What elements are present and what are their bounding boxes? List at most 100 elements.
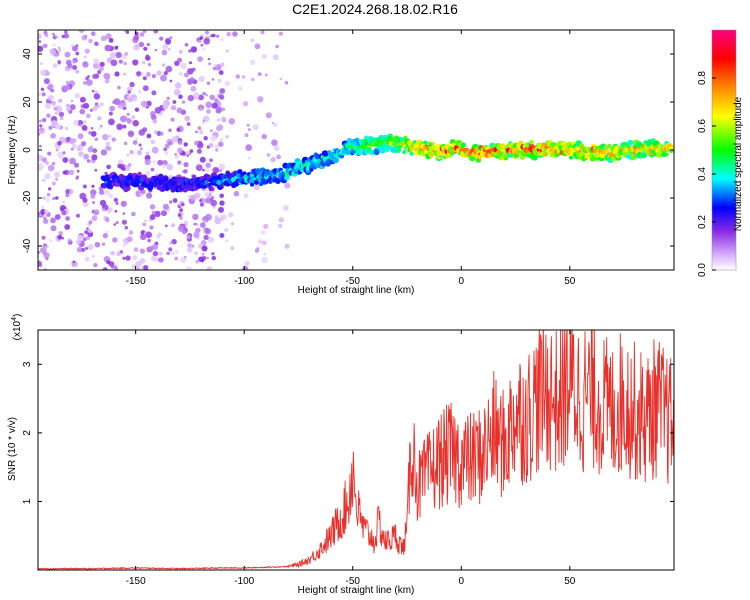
heatmap-cell [216, 125, 222, 132]
heatmap-cell [364, 135, 368, 140]
heatmap-cell [42, 117, 47, 123]
x-tick-label: 0 [458, 576, 464, 587]
heatmap-cell [172, 100, 177, 104]
heatmap-cell [112, 237, 118, 243]
snr-xlabel: Height of straight line (km) [298, 585, 415, 596]
heatmap-cell [132, 140, 138, 145]
heatmap-cell [209, 158, 213, 162]
heatmap-cell [120, 200, 127, 207]
heatmap-cell [72, 65, 78, 70]
heatmap-cell [203, 234, 209, 240]
heatmap-cell [132, 255, 138, 261]
heatmap-cell [57, 61, 61, 65]
heatmap-cell [110, 251, 115, 256]
heatmap-cell [185, 150, 190, 156]
heatmap-cell [93, 58, 100, 65]
heatmap-cell [109, 105, 115, 112]
heatmap-cell [278, 31, 283, 36]
heatmap-cell [270, 156, 276, 163]
heatmap-cell [129, 81, 135, 88]
heatmap-cell [232, 31, 238, 37]
heatmap-cell [202, 168, 205, 172]
heatmap-cell [106, 164, 111, 170]
heatmap-cell [216, 34, 220, 38]
heatmap-cell [139, 147, 143, 151]
heatmap-cell [177, 147, 183, 154]
x-tick-label: 50 [564, 576, 576, 587]
x-tick-label: 50 [564, 276, 576, 287]
heatmap-cell [145, 151, 150, 156]
heatmap-cell [219, 200, 225, 206]
heatmap-cell [248, 157, 251, 160]
y-tick-label: 40 [22, 48, 33, 60]
heatmap-cell [142, 222, 147, 227]
heatmap-cell [92, 62, 100, 69]
heatmap-cell [75, 51, 80, 56]
heatmap-cell [147, 62, 152, 67]
heatmap-cell [254, 43, 261, 50]
heatmap-cell [187, 94, 194, 102]
heatmap-cell [39, 69, 47, 76]
heatmap-cell [40, 62, 43, 65]
heatmap-cell [284, 81, 289, 85]
heatmap-cell [40, 87, 45, 92]
heatmap-cell [195, 223, 199, 226]
heatmap-cell [198, 39, 202, 44]
heatmap-cell [168, 141, 172, 145]
heatmap-cell [52, 32, 55, 36]
heatmap-cell [205, 213, 212, 221]
heatmap-cell [50, 133, 56, 139]
heatmap-cell [273, 145, 280, 152]
heatmap-cell [61, 34, 65, 39]
heatmap-cell [98, 66, 104, 72]
heatmap-cell [73, 119, 79, 126]
heatmap-cell [221, 107, 226, 112]
heatmap-cell [48, 125, 53, 130]
heatmap-cell [159, 131, 164, 136]
heatmap-cell [151, 114, 157, 121]
heatmap-cell [206, 81, 211, 85]
heatmap-cell [120, 115, 127, 123]
heatmap-cell [55, 105, 63, 113]
heatmap-cell [57, 141, 62, 146]
heatmap-cell [42, 243, 47, 248]
heatmap-cell [194, 251, 199, 256]
heatmap-cell [62, 151, 66, 155]
heatmap-cell [41, 235, 46, 240]
heatmap-cell [52, 43, 56, 47]
heatmap-cell [57, 151, 64, 159]
heatmap-cells [38, 30, 674, 270]
heatmap-cell [205, 30, 209, 35]
heatmap-cell [92, 148, 98, 154]
heatmap-cell [54, 111, 59, 116]
heatmap-cell [197, 56, 204, 62]
heatmap-cell [219, 138, 224, 142]
heatmap-cell [160, 74, 167, 82]
heatmap-cell [211, 252, 215, 256]
heatmap-cell [243, 193, 249, 199]
heatmap-cell [136, 150, 142, 156]
heatmap-cell [117, 163, 123, 169]
heatmap-cell [104, 189, 111, 196]
snr-y-ticks: 1 2 3 [22, 361, 674, 504]
heatmap-cell [163, 147, 168, 152]
heatmap-cell [206, 109, 211, 114]
heatmap-cell [184, 115, 191, 122]
heatmap-cell [64, 84, 71, 91]
heatmap-cell [115, 221, 119, 225]
heatmap-cell [162, 103, 169, 110]
heatmap-cell [641, 153, 647, 158]
heatmap-cell [83, 120, 87, 124]
heatmap-cell [189, 61, 192, 65]
heatmap-cell [180, 62, 187, 69]
heatmap-cell [192, 213, 199, 221]
heatmap-cell [201, 253, 205, 256]
heatmap-cell [64, 51, 71, 58]
heatmap-cell [262, 240, 267, 246]
heatmap-cell [188, 49, 192, 53]
heatmap-cell [167, 47, 171, 51]
heatmap-cell [225, 239, 229, 243]
heatmap-cell [246, 123, 250, 127]
heatmap-cell [58, 111, 65, 118]
heatmap-cell [151, 210, 156, 215]
